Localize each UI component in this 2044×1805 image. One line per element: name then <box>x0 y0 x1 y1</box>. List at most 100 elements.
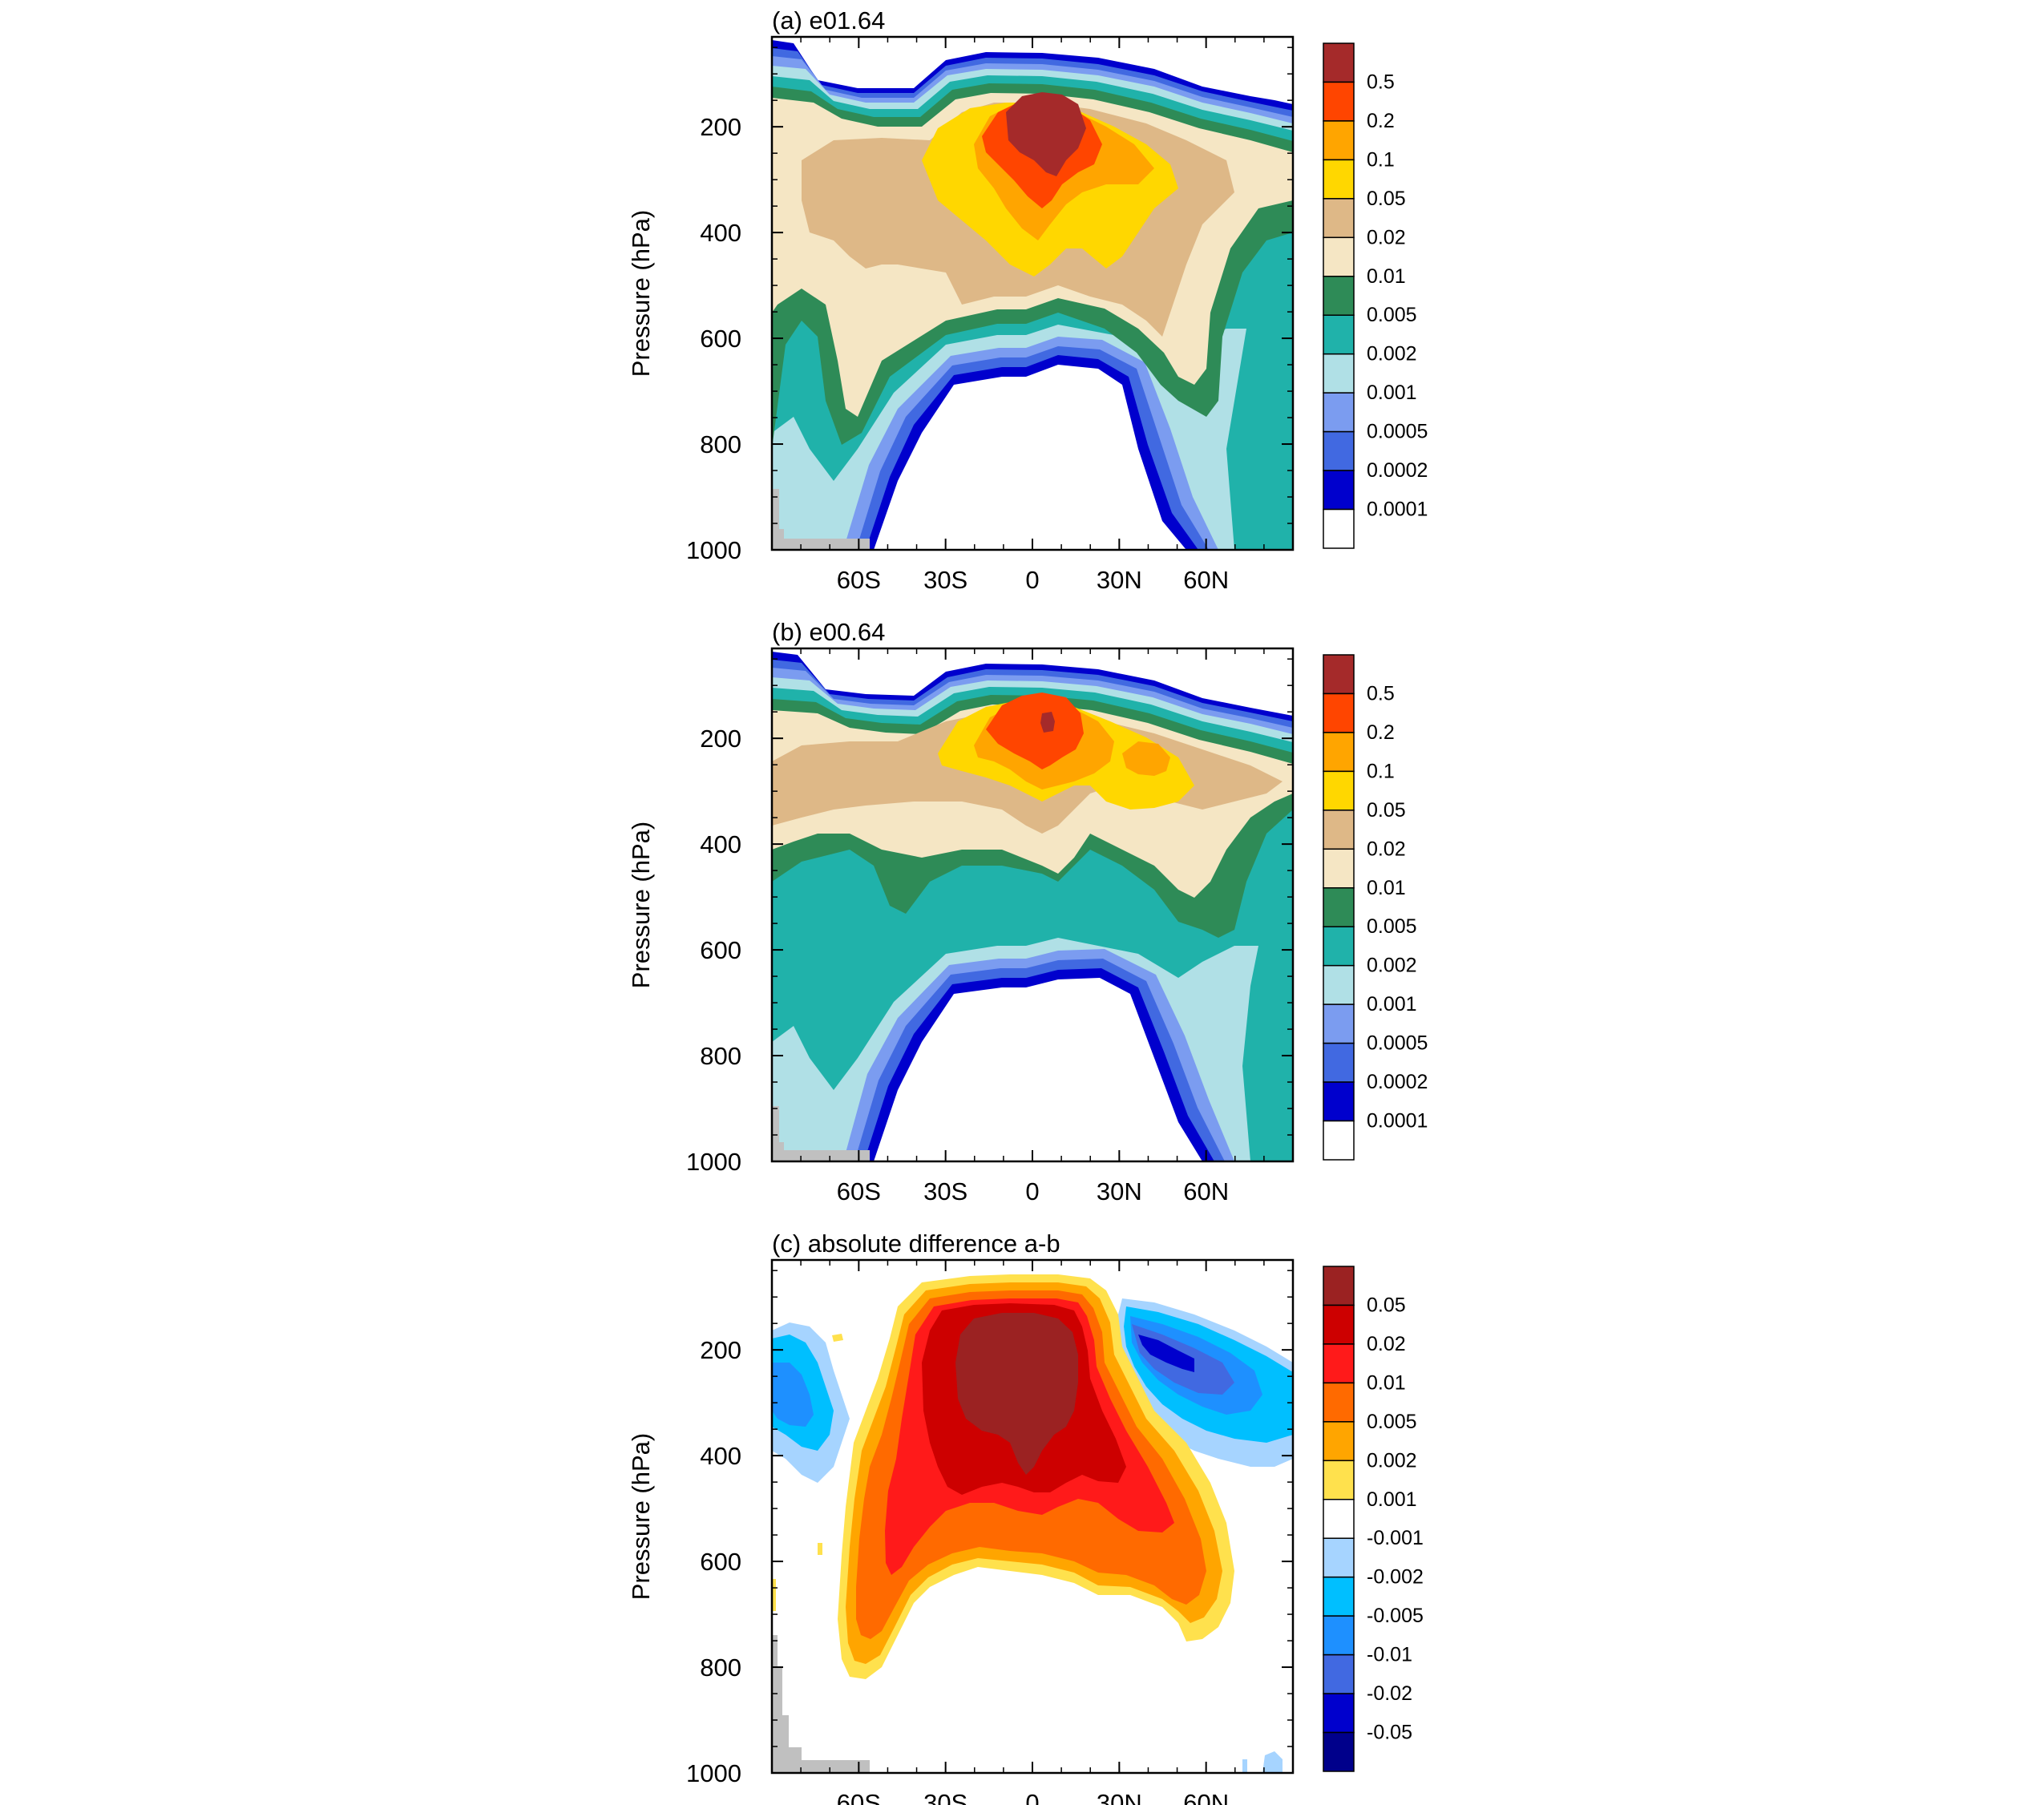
colorbar-label: 0.001 <box>1367 1488 1417 1511</box>
x-tick-label: 0 <box>1025 1789 1039 1805</box>
colorbar-swatch <box>1323 848 1355 889</box>
colorbar-label: 0.5 <box>1367 71 1395 93</box>
y-tick-label: 200 <box>700 1336 741 1364</box>
colorbar-label: 0.0005 <box>1367 1032 1428 1055</box>
panel-a-ylabel: Pressure (hPa) <box>627 210 655 377</box>
colorbar-swatch <box>1323 1537 1355 1578</box>
colorbar-swatch <box>1323 1120 1355 1161</box>
colorbar-swatch <box>1323 1343 1355 1384</box>
x-tick-label: 60S <box>837 1789 881 1805</box>
y-tick-label: 800 <box>700 1042 741 1070</box>
colorbar-swatch <box>1323 1615 1355 1656</box>
contour-dot-c-2 <box>818 1543 822 1555</box>
colorbar-swatch <box>1323 236 1355 277</box>
contour-band-0-top <box>1006 92 1086 176</box>
x-tick-label: 60N <box>1183 1789 1229 1805</box>
colorbar-label: -0.005 <box>1367 1605 1424 1627</box>
colorbar-label: -0.02 <box>1367 1682 1412 1705</box>
colorbar-label: 0.0002 <box>1367 1071 1428 1093</box>
x-tick-label: 30N <box>1097 566 1142 594</box>
panel-a-colorbar: 0.5 0.2 0.1 0.05 0.02 0.01 0.005 0.002 0.001 0.00… <box>1323 42 1428 549</box>
colorbar-label: 0.0001 <box>1367 1110 1428 1133</box>
panel-c-ylabel: Pressure (hPa) <box>627 1433 655 1600</box>
y-tick-label: 600 <box>700 936 741 964</box>
colorbar-swatch <box>1323 926 1355 967</box>
colorbar-swatch <box>1323 693 1355 733</box>
contour-band-1-2b <box>1122 741 1170 776</box>
colorbar-label: 0.05 <box>1367 1294 1406 1316</box>
colorbar-swatch <box>1323 120 1355 161</box>
colorbar-swatch <box>1323 1499 1355 1539</box>
colorbar-label: 0.002 <box>1367 1449 1417 1472</box>
colorbar-swatch <box>1323 1042 1355 1083</box>
colorbar-label: 0.001 <box>1367 993 1417 1016</box>
x-tick-label: 30S <box>923 1789 967 1805</box>
contour-dot-c-5 <box>1242 1759 1247 1773</box>
colorbar-swatch <box>1323 1576 1355 1617</box>
missing-data-a <box>772 489 870 550</box>
y-tick-label: 800 <box>700 1654 741 1682</box>
contour-band-c-negR5 <box>1138 1335 1194 1372</box>
panel-a-title: (a) e01.64 <box>772 6 885 34</box>
missing-data-c <box>772 1635 870 1773</box>
panel-c-title: (c) absolute difference a-b <box>772 1230 1060 1258</box>
y-tick-label: 1000 <box>686 536 741 564</box>
contour-band-c-neg3 <box>772 1363 814 1427</box>
colorbar-swatch <box>1323 42 1355 83</box>
colorbar-label: 0.005 <box>1367 304 1417 326</box>
colorbar-label: 0.005 <box>1367 915 1417 938</box>
colorbar-swatch <box>1323 1654 1355 1694</box>
colorbar-label: 0.1 <box>1367 148 1395 171</box>
colorbar-swatch <box>1323 1003 1355 1044</box>
colorbar-label: -0.002 <box>1367 1566 1424 1589</box>
x-tick-label: 60S <box>837 566 881 594</box>
colorbar-label: -0.01 <box>1367 1644 1412 1666</box>
y-tick-label: 600 <box>700 1548 741 1576</box>
contour-band-c-pos6 <box>955 1313 1078 1475</box>
colorbar-swatch <box>1323 353 1355 394</box>
colorbar-swatch <box>1323 1081 1355 1122</box>
colorbar-label: 0.05 <box>1367 188 1406 210</box>
panel-a-contours <box>772 37 1293 550</box>
colorbar-swatch <box>1323 430 1355 471</box>
y-tick-label: 1000 <box>686 1759 741 1787</box>
colorbar-swatch <box>1323 314 1355 355</box>
colorbar-label: 0.5 <box>1367 682 1395 705</box>
colorbar-swatch <box>1323 198 1355 239</box>
colorbar-swatch <box>1323 1460 1355 1500</box>
panel-b-title: (b) e00.64 <box>772 618 885 646</box>
colorbar-label: 0.02 <box>1367 1333 1406 1355</box>
contour-dot-c-4 <box>1262 1751 1283 1773</box>
colorbar-label: 0.01 <box>1367 877 1406 899</box>
y-tick-label: 400 <box>700 219 741 247</box>
x-tick-label: 0 <box>1025 1177 1039 1205</box>
colorbar-swatch <box>1323 392 1355 433</box>
colorbar-label: 0.0002 <box>1367 459 1428 482</box>
colorbar-label: 0.005 <box>1367 1411 1417 1433</box>
colorbar-swatch <box>1323 81 1355 122</box>
colorbar-swatch <box>1323 654 1355 695</box>
colorbar-swatch <box>1323 1421 1355 1462</box>
y-tick-label: 1000 <box>686 1148 741 1176</box>
x-tick-label: 30N <box>1097 1789 1142 1805</box>
panel-a-axes: 60S 30S 0 30N 60N 200 400 600 800 1000 <box>686 37 1293 594</box>
colorbar-swatch <box>1323 770 1355 811</box>
colorbar-label: 0.2 <box>1367 110 1395 132</box>
colorbar-swatch <box>1323 1731 1355 1772</box>
colorbar-swatch <box>1323 810 1355 850</box>
contour-band-1-top <box>1040 712 1055 733</box>
panel-b-axes: 60S 30S 0 30N 60N 200 400 600 800 1000 <box>686 648 1293 1205</box>
colorbar-label: 0.0001 <box>1367 499 1428 521</box>
missing-data-b <box>772 1106 870 1161</box>
panel-c-colorbar: 0.05 0.02 0.01 0.005 0.002 0.001 -0.001 -0.002 -… <box>1323 1266 1424 1772</box>
y-tick-label: 400 <box>700 830 741 858</box>
panel-c: (c) absolute difference a-b 60S 30S <box>627 1230 1424 1805</box>
colorbar-swatch <box>1323 276 1355 316</box>
colorbar-swatch <box>1323 964 1355 1005</box>
y-tick-label: 800 <box>700 430 741 458</box>
colorbar-label: -0.001 <box>1367 1527 1424 1549</box>
y-tick-label: 200 <box>700 113 741 141</box>
colorbar-label: 0.001 <box>1367 382 1417 404</box>
colorbar-label: 0.002 <box>1367 955 1417 977</box>
panel-a: (a) e01.64 60S 30S 0 30N 60N 200 400 600 800 1000… <box>627 6 1428 594</box>
